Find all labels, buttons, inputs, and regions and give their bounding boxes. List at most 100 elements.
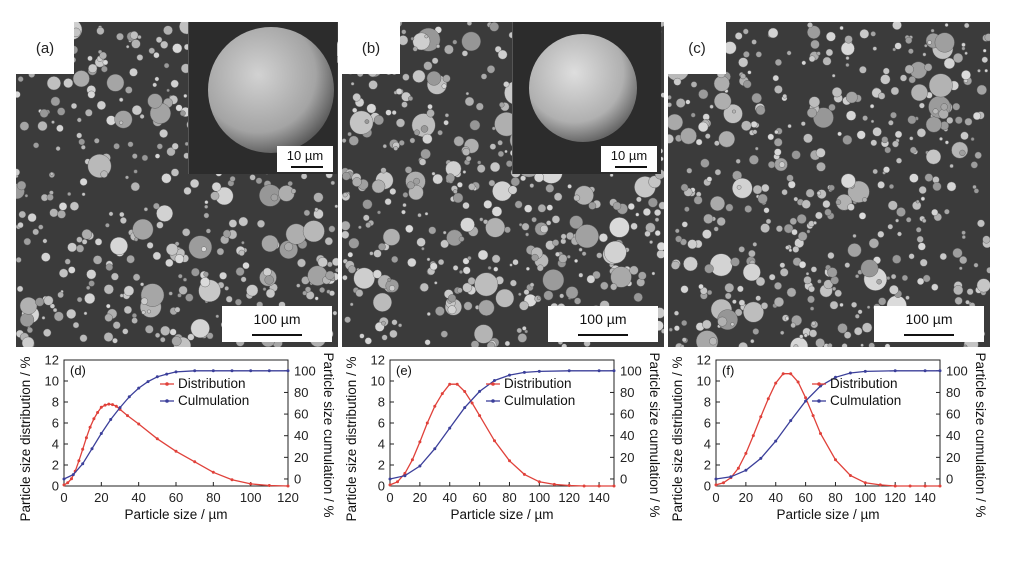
data-point-culmulation	[923, 369, 927, 373]
powder-particle	[736, 184, 742, 190]
powder-particle	[529, 183, 535, 188]
powder-particle	[787, 180, 796, 189]
powder-particle	[486, 341, 495, 347]
data-point-distribution	[249, 482, 253, 486]
powder-particle	[350, 82, 355, 86]
powder-particle	[87, 55, 93, 62]
powder-particle	[191, 267, 200, 277]
powder-particle	[132, 218, 154, 240]
powder-particle	[806, 229, 811, 234]
powder-particle	[424, 211, 429, 216]
powder-particle	[681, 337, 687, 343]
y-right-tick-label: 100	[946, 363, 968, 378]
x-tick-label: 100	[854, 490, 876, 505]
powder-particle	[81, 238, 88, 245]
powder-particle	[242, 262, 250, 270]
powder-particle	[222, 229, 231, 238]
powder-particle	[32, 228, 40, 236]
powder-particle	[524, 204, 533, 213]
powder-particle	[793, 196, 799, 202]
powder-particle	[574, 297, 582, 305]
powder-particle	[174, 254, 185, 264]
powder-particle	[976, 84, 987, 96]
powder-particle	[750, 121, 758, 128]
powder-particle	[907, 115, 917, 125]
powder-particle	[402, 73, 410, 81]
powder-particle	[984, 68, 989, 73]
powder-particle	[738, 57, 749, 68]
powder-particle	[467, 256, 472, 261]
powder-particle	[42, 238, 48, 244]
powder-particle	[774, 129, 779, 135]
data-point-distribution	[582, 484, 586, 488]
powder-particle	[264, 275, 274, 285]
y-right-tick-label: 20	[946, 450, 960, 465]
sem-panel-c: (c) 100 µm	[668, 22, 990, 347]
plot-frame	[63, 359, 289, 487]
powder-particle	[735, 158, 741, 164]
powder-particle	[982, 235, 990, 244]
powder-particle	[325, 270, 335, 281]
powder-particle	[813, 220, 817, 225]
powder-particle	[165, 258, 174, 268]
powder-particle	[952, 247, 963, 258]
data-point-distribution	[88, 425, 92, 429]
powder-particle	[706, 289, 713, 296]
data-point-distribution	[403, 471, 407, 475]
powder-particle	[463, 301, 473, 311]
powder-particle	[813, 107, 834, 128]
powder-particle	[156, 221, 164, 229]
powder-particle	[183, 186, 192, 195]
data-point-culmulation	[118, 406, 122, 410]
legend-entry: Distribution	[178, 376, 246, 391]
powder-particle	[743, 80, 752, 89]
powder-particle	[807, 25, 821, 39]
powder-particle	[578, 272, 584, 278]
x-tick-label: 0	[60, 490, 67, 505]
data-point-distribution	[796, 380, 800, 384]
powder-particle	[851, 301, 858, 308]
powder-particle	[803, 133, 813, 144]
data-point-distribution	[781, 372, 785, 376]
powder-particle	[748, 249, 756, 258]
powder-particle	[412, 69, 426, 83]
powder-particle	[398, 140, 405, 146]
powder-particle	[786, 50, 792, 56]
powder-particle	[395, 88, 403, 95]
powder-particle	[64, 258, 71, 265]
powder-particle	[799, 334, 804, 339]
powder-particle	[673, 310, 679, 316]
powder-particle	[129, 31, 139, 40]
powder-particle	[154, 76, 160, 82]
powder-particle	[578, 247, 583, 252]
powder-particle	[960, 131, 969, 141]
powder-particle	[452, 39, 458, 45]
powder-particle	[287, 181, 293, 187]
powder-particle	[182, 228, 191, 237]
powder-particle	[365, 222, 372, 229]
powder-particle	[881, 136, 889, 144]
powder-particle	[78, 138, 85, 146]
powder-particle	[895, 157, 902, 164]
powder-particle	[575, 224, 599, 249]
powder-particle	[845, 63, 850, 68]
powder-particle	[440, 239, 449, 249]
powder-particle	[668, 102, 672, 108]
powder-particle	[96, 100, 107, 110]
powder-particle	[786, 174, 794, 182]
powder-particle	[127, 141, 134, 148]
powder-particle	[188, 235, 213, 259]
powder-particle	[862, 115, 868, 121]
y-right-tick-label: 60	[946, 407, 960, 422]
powder-particle	[452, 192, 464, 204]
powder-particle	[917, 242, 926, 251]
main-scale-bar: 100 µm	[548, 306, 658, 342]
powder-particle	[690, 81, 698, 88]
powder-particle	[675, 98, 686, 108]
data-point-culmulation	[433, 447, 437, 451]
powder-particle	[825, 31, 836, 42]
powder-particle	[16, 180, 27, 191]
powder-particle	[57, 291, 64, 299]
powder-particle	[977, 219, 985, 228]
powder-particle	[525, 232, 530, 237]
